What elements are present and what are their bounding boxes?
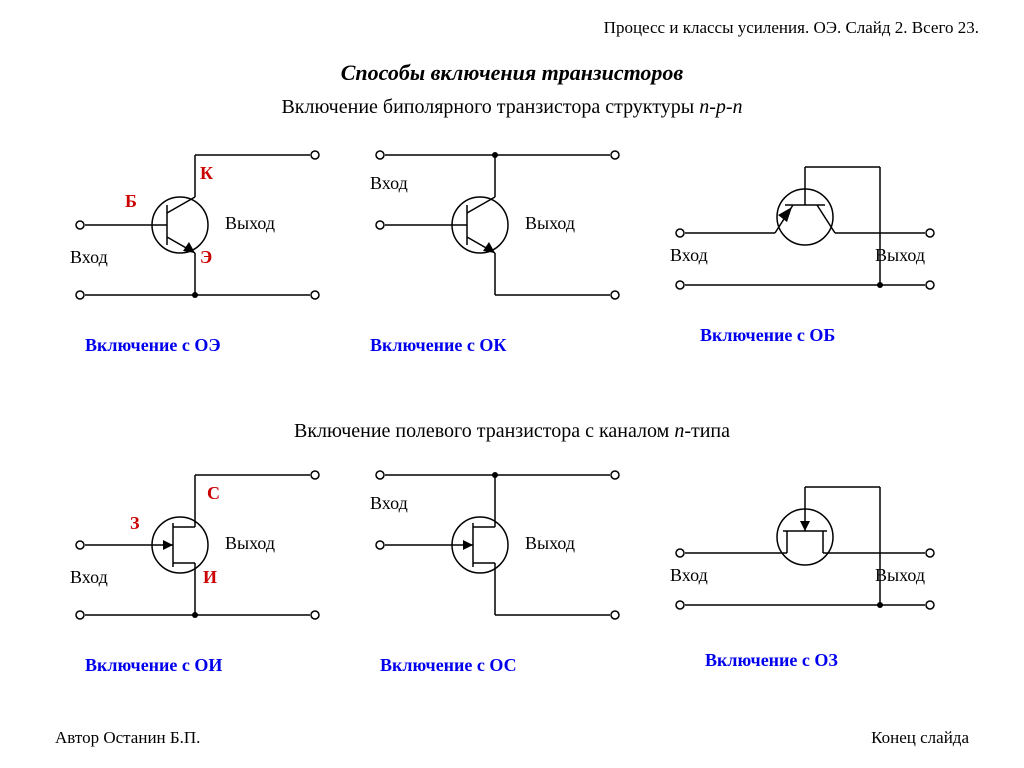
label-out-oe: Выход <box>225 213 275 234</box>
caption-os: Включение с ОС <box>380 655 517 676</box>
label-in-oz: Вход <box>670 565 708 586</box>
label-out-oz: Выход <box>875 565 925 586</box>
caption-oe: Включение с ОЭ <box>85 335 221 356</box>
caption-oz: Включение с ОЗ <box>705 650 838 671</box>
subtitle-fet-text: Включение полевого транзистора с каналом <box>294 420 674 442</box>
schematic-oe: К Б Э Выход Вход <box>55 135 335 315</box>
label-in-ob: Вход <box>670 245 708 266</box>
subtitle-bjt: Включение биполярного транзистора структ… <box>0 96 1024 119</box>
subtitle-bjt-text: Включение биполярного транзистора структ… <box>281 96 699 118</box>
label-in-ok: Вход <box>370 173 408 194</box>
subtitle-fet-italic: n- <box>674 420 691 442</box>
subtitle-fet: Включение полевого транзистора с каналом… <box>0 420 1024 443</box>
schematic-ob: Вход Выход <box>655 155 955 315</box>
slide-header: Процесс и классы усиления. ОЭ. Слайд 2. … <box>604 18 979 38</box>
schematic-ok: Вход Выход <box>355 135 635 315</box>
label-e: Э <box>200 247 212 268</box>
footer-author: Автор Останин Б.П. <box>55 728 200 748</box>
subtitle-bjt-italic: n-p-n <box>699 96 742 118</box>
label-out-ok: Выход <box>525 213 575 234</box>
schematic-oi: С З И Выход Вход <box>55 455 335 635</box>
caption-ob: Включение с ОБ <box>700 325 835 346</box>
label-k: К <box>200 163 213 184</box>
label-in-oi: Вход <box>70 567 108 588</box>
caption-oi: Включение с ОИ <box>85 655 222 676</box>
label-in-oe: Вход <box>70 247 108 268</box>
label-s: С <box>207 483 220 504</box>
label-i: И <box>203 567 217 588</box>
label-out-oi: Выход <box>225 533 275 554</box>
footer-end: Конец слайда <box>871 728 969 748</box>
label-in-os: Вход <box>370 493 408 514</box>
label-b: Б <box>125 191 137 212</box>
caption-ok: Включение с ОК <box>370 335 506 356</box>
subtitle-fet-tail: типа <box>691 420 730 442</box>
schematic-os: Вход Выход <box>355 455 635 635</box>
slide-title: Способы включения транзисторов <box>0 60 1024 86</box>
schematic-oz: Вход Выход <box>655 475 955 635</box>
label-out-os: Выход <box>525 533 575 554</box>
label-out-ob: Выход <box>875 245 925 266</box>
label-z: З <box>130 513 140 534</box>
